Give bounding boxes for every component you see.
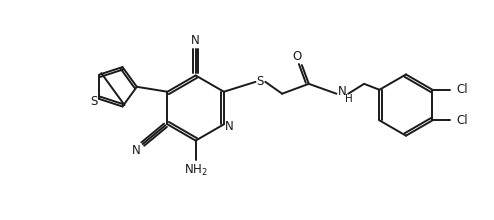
Text: N: N bbox=[224, 120, 233, 133]
Text: O: O bbox=[292, 50, 301, 63]
Text: H: H bbox=[345, 94, 353, 104]
Text: N: N bbox=[191, 34, 200, 47]
Text: Cl: Cl bbox=[456, 114, 468, 127]
Text: NH$_2$: NH$_2$ bbox=[184, 163, 207, 178]
Text: N: N bbox=[338, 85, 347, 98]
Text: S: S bbox=[257, 75, 264, 88]
Text: N: N bbox=[131, 145, 140, 158]
Text: Cl: Cl bbox=[456, 83, 468, 96]
Text: S: S bbox=[91, 95, 98, 108]
